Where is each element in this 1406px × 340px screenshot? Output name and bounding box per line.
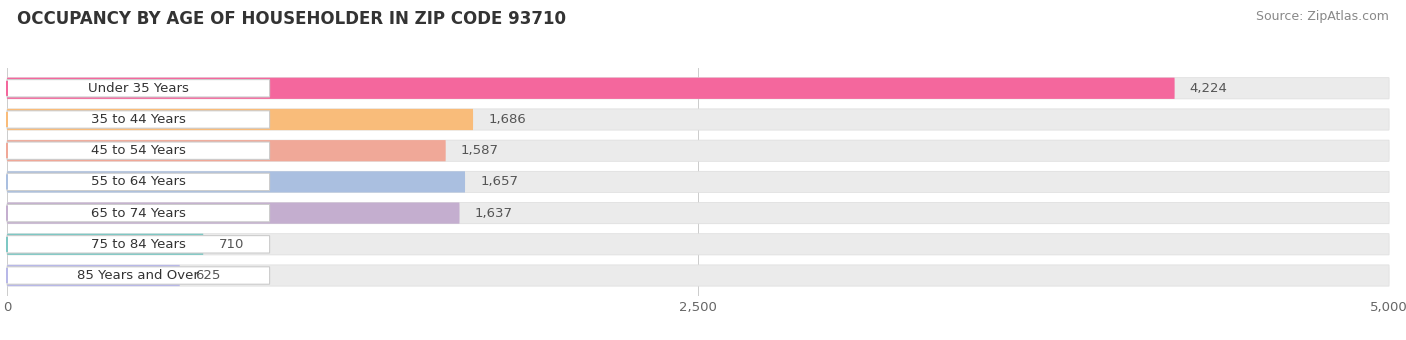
- Text: OCCUPANCY BY AGE OF HOUSEHOLDER IN ZIP CODE 93710: OCCUPANCY BY AGE OF HOUSEHOLDER IN ZIP C…: [17, 10, 565, 28]
- FancyBboxPatch shape: [7, 203, 1389, 224]
- FancyBboxPatch shape: [7, 109, 1389, 130]
- FancyBboxPatch shape: [7, 234, 204, 255]
- FancyBboxPatch shape: [7, 80, 270, 97]
- Text: 1,686: 1,686: [488, 113, 526, 126]
- FancyBboxPatch shape: [7, 171, 465, 192]
- FancyBboxPatch shape: [7, 203, 460, 224]
- FancyBboxPatch shape: [7, 171, 1389, 192]
- Text: 75 to 84 Years: 75 to 84 Years: [91, 238, 186, 251]
- Text: 4,224: 4,224: [1189, 82, 1227, 95]
- Text: 1,657: 1,657: [481, 175, 519, 188]
- FancyBboxPatch shape: [7, 142, 270, 159]
- FancyBboxPatch shape: [7, 173, 270, 191]
- FancyBboxPatch shape: [7, 111, 270, 128]
- Text: 625: 625: [195, 269, 221, 282]
- Text: 1,637: 1,637: [475, 207, 513, 220]
- Text: 35 to 44 Years: 35 to 44 Years: [91, 113, 186, 126]
- Text: 1,587: 1,587: [461, 144, 499, 157]
- Text: 710: 710: [218, 238, 243, 251]
- Text: 65 to 74 Years: 65 to 74 Years: [91, 207, 186, 220]
- FancyBboxPatch shape: [7, 78, 1174, 99]
- FancyBboxPatch shape: [7, 265, 1389, 286]
- Text: 45 to 54 Years: 45 to 54 Years: [91, 144, 186, 157]
- FancyBboxPatch shape: [7, 204, 270, 222]
- FancyBboxPatch shape: [7, 267, 270, 284]
- FancyBboxPatch shape: [7, 140, 446, 161]
- FancyBboxPatch shape: [7, 109, 472, 130]
- FancyBboxPatch shape: [7, 234, 1389, 255]
- FancyBboxPatch shape: [7, 265, 180, 286]
- FancyBboxPatch shape: [7, 236, 270, 253]
- Text: 55 to 64 Years: 55 to 64 Years: [91, 175, 186, 188]
- Text: Under 35 Years: Under 35 Years: [89, 82, 188, 95]
- FancyBboxPatch shape: [7, 78, 1389, 99]
- Text: 85 Years and Over: 85 Years and Over: [77, 269, 200, 282]
- Text: Source: ZipAtlas.com: Source: ZipAtlas.com: [1256, 10, 1389, 23]
- FancyBboxPatch shape: [7, 140, 1389, 161]
